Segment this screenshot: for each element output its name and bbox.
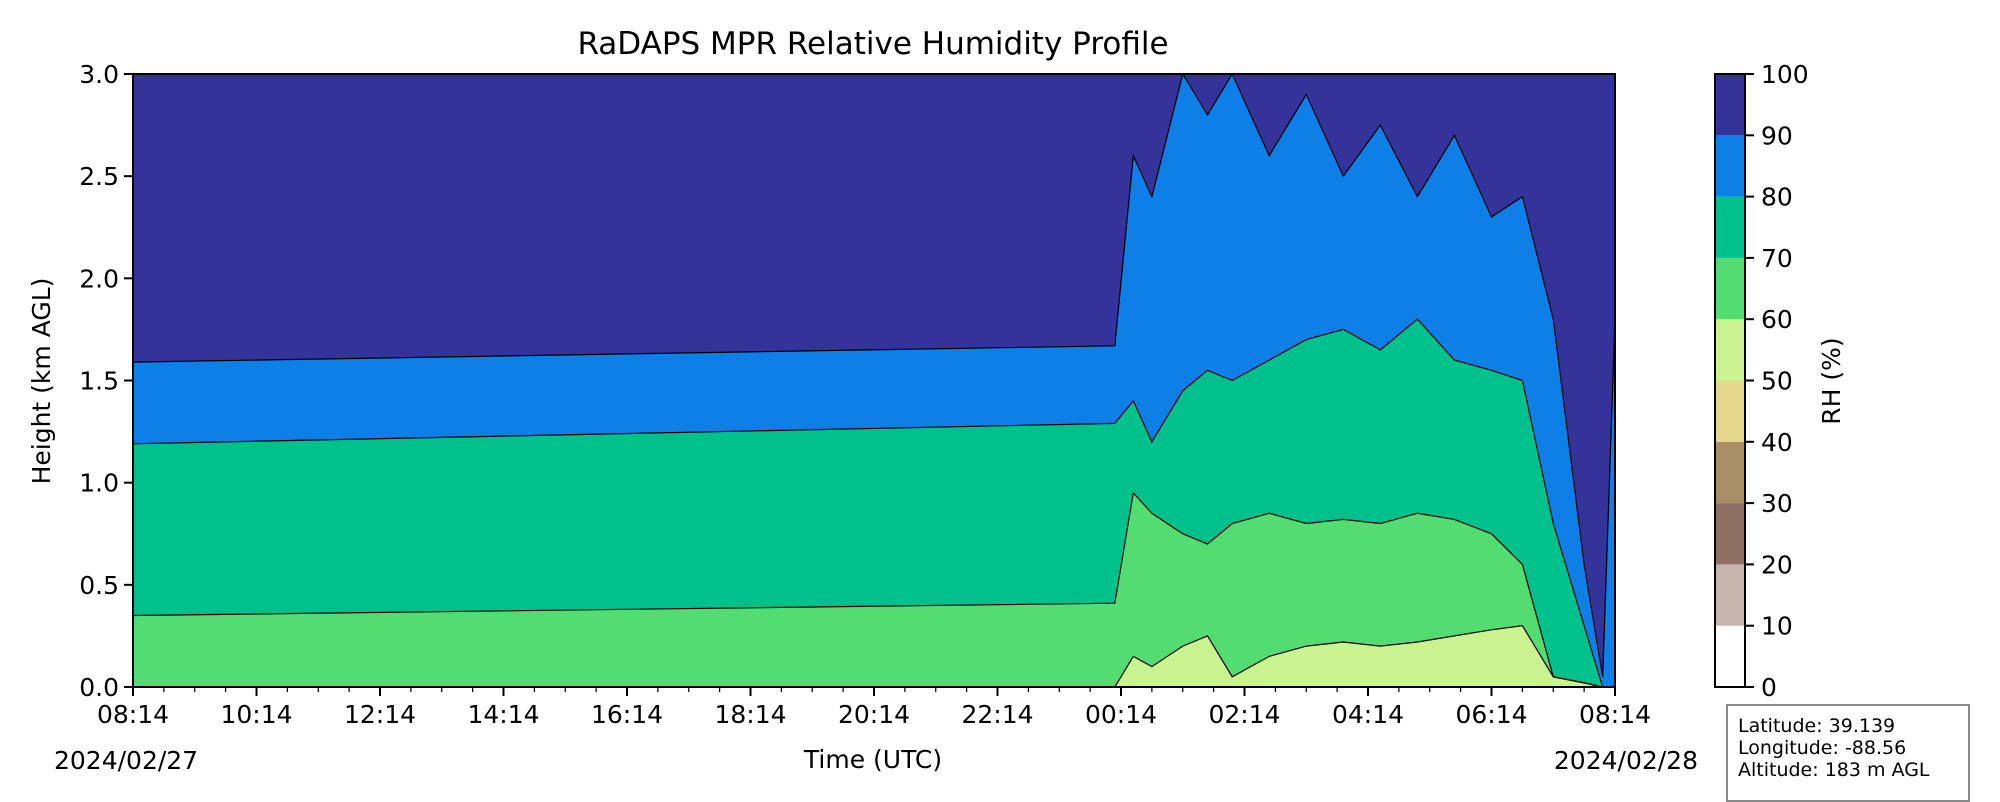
latitude-text: Latitude: 39.139 [1738, 715, 1896, 737]
y-axis-label: Height (km AGL) [27, 278, 56, 485]
colorbar-swatch-0 [1715, 625, 1745, 687]
x-tick-label: 14:14 [467, 700, 539, 729]
contour-line-rh80 [132, 318, 1615, 688]
y-tick-label: 3.0 [79, 60, 119, 89]
colorbar-tick-label: 60 [1761, 305, 1793, 334]
rh-band-80-90 [133, 74, 1615, 687]
colorbar-tick-label: 80 [1761, 183, 1793, 212]
y-tick-label: 1.5 [79, 367, 119, 396]
colorbar-swatch-30 [1715, 441, 1745, 504]
colorbar-swatch-90 [1715, 74, 1745, 136]
colorbar-swatch-20 [1715, 503, 1745, 565]
x-tick-label: 22:14 [961, 700, 1033, 729]
colorbar-swatch-80 [1715, 135, 1745, 197]
colorbar-swatch-70 [1715, 196, 1745, 258]
x-date-start: 2024/02/27 [54, 746, 198, 775]
colorbar-tick-label: 10 [1761, 612, 1793, 641]
rh-band-90-100 [133, 74, 1615, 677]
colorbar-swatch-60 [1715, 257, 1745, 320]
y-tick-label: 0.0 [79, 673, 119, 702]
altitude-text: Altitude: 183 m AGL [1738, 759, 1930, 781]
rh-band-60-70 [133, 492, 1615, 687]
x-tick-label: 08:14 [97, 700, 169, 729]
x-tick-label: 20:14 [838, 700, 910, 729]
axes: 08:14 10:14 12:14 14:14 16:14 18:14 20:14 22:14… [79, 60, 1651, 729]
plot-area [132, 72, 1616, 688]
station-info-box: Latitude: 39.139 Longitude: -88.56 Altit… [1726, 704, 1970, 802]
x-tick-label: 00:14 [1085, 700, 1157, 729]
colorbar-tick-label: 20 [1761, 550, 1793, 579]
x-date-end: 2024/02/28 [1554, 746, 1698, 775]
colorbar-label: RH (%) [1817, 337, 1846, 424]
colorbar-tick-label: 90 [1761, 121, 1793, 150]
longitude-text: Longitude: -88.56 [1738, 737, 1907, 759]
colorbar-swatch-50 [1715, 319, 1745, 381]
colorbar-tick-label: 30 [1761, 489, 1793, 518]
y-tick-label: 2.5 [79, 162, 119, 191]
x-tick-label: 02:14 [1208, 700, 1280, 729]
y-tick-label: 0.5 [79, 571, 119, 600]
contour-line-rh70 [132, 491, 1615, 688]
y-tick-label: 1.0 [79, 469, 119, 498]
colorbar-tick-label: 40 [1761, 428, 1793, 457]
contour-line-rh90 [132, 72, 1616, 677]
colorbar-swatch-10 [1715, 564, 1745, 626]
colorbar-swatch-40 [1715, 380, 1745, 442]
x-tick-label: 12:14 [344, 700, 416, 729]
x-tick-label: 18:14 [714, 700, 786, 729]
colorbar-tick-label: 70 [1761, 244, 1793, 273]
x-tick-label: 04:14 [1332, 700, 1404, 729]
colorbar-tick-label: 100 [1761, 60, 1809, 89]
x-tick-label: 16:14 [591, 700, 663, 729]
rh-band-50-60 [133, 625, 1615, 687]
chart-title: RaDAPS MPR Relative Humidity Profile [577, 26, 1168, 62]
x-tick-label: 10:14 [220, 700, 292, 729]
x-tick-label: 08:14 [1579, 700, 1651, 729]
colorbar-tick-label: 50 [1761, 367, 1793, 396]
colorbar: 0 10 20 30 40 50 60 70 80 90 100 [1714, 60, 1809, 702]
rh-band-70-80 [133, 319, 1615, 687]
y-tick-label: 2.0 [79, 264, 119, 293]
x-axis-label: Time (UTC) [803, 745, 942, 774]
x-tick-label: 06:14 [1455, 700, 1527, 729]
colorbar-tick-label: 0 [1761, 673, 1777, 702]
